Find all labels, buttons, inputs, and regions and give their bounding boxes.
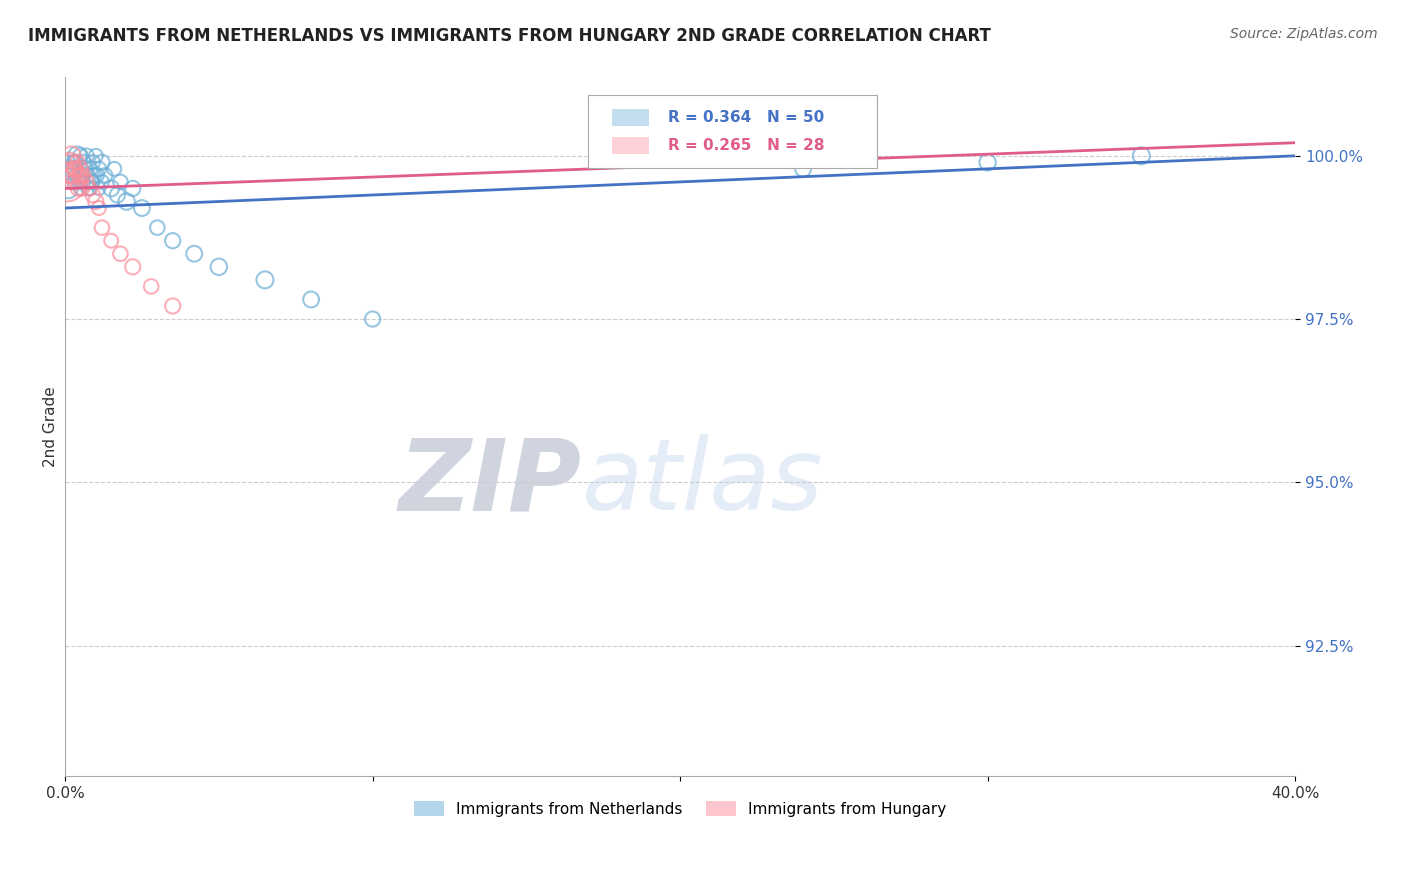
Point [299, 293, 322, 307]
Legend: Immigrants from Netherlands, Immigrants from Hungary: Immigrants from Netherlands, Immigrants … [406, 793, 955, 824]
Point [66, 155, 89, 169]
Point [82, 155, 104, 169]
Point [91, 155, 114, 169]
Point [110, 175, 132, 189]
Point [94, 169, 117, 183]
Point [121, 181, 143, 195]
Point [60, 175, 83, 189]
Point [87, 201, 110, 215]
Point [100, 181, 122, 195]
Point [100, 234, 122, 248]
Point [72, 175, 94, 189]
Point [162, 299, 184, 313]
Point [87, 181, 110, 195]
Point [63, 155, 86, 169]
Point [87, 161, 110, 176]
Point [141, 279, 163, 293]
Point [76, 175, 98, 189]
Point [84, 169, 107, 183]
Point [55, 175, 77, 189]
Point [67, 169, 90, 183]
Point [76, 169, 98, 183]
Point [83, 169, 105, 183]
Text: atlas: atlas [582, 434, 824, 532]
Point [121, 260, 143, 274]
Point [91, 175, 114, 189]
Point [63, 175, 86, 189]
Text: ZIP: ZIP [399, 434, 582, 532]
Point [80, 175, 103, 189]
Point [65, 155, 87, 169]
Text: Source: ZipAtlas.com: Source: ZipAtlas.com [1230, 27, 1378, 41]
Point [792, 161, 814, 176]
Point [69, 149, 91, 163]
Point [56, 181, 79, 195]
Point [103, 161, 125, 176]
Point [131, 201, 153, 215]
Point [72, 155, 94, 169]
Point [79, 161, 101, 176]
Point [66, 169, 89, 183]
Point [73, 161, 96, 176]
Point [63, 161, 86, 176]
Point [253, 273, 276, 287]
Point [70, 169, 93, 183]
Point [62, 161, 84, 176]
FancyBboxPatch shape [613, 109, 650, 126]
Point [70, 181, 93, 195]
Point [79, 181, 101, 195]
Point [66, 181, 89, 195]
Point [62, 169, 84, 183]
Point [69, 181, 91, 195]
Point [72, 169, 94, 183]
Point [82, 175, 104, 189]
Point [162, 234, 184, 248]
FancyBboxPatch shape [613, 136, 650, 153]
Point [115, 194, 138, 209]
Point [70, 169, 93, 183]
Point [76, 149, 98, 163]
Point [82, 188, 104, 202]
Point [60, 161, 83, 176]
Point [79, 181, 101, 195]
Point [77, 181, 100, 195]
Point [65, 175, 87, 189]
Point [105, 188, 128, 202]
Point [63, 161, 86, 176]
Point [66, 149, 89, 163]
FancyBboxPatch shape [588, 95, 877, 169]
Point [69, 161, 91, 176]
Point [1130, 149, 1153, 163]
Point [110, 246, 132, 260]
Text: IMMIGRANTS FROM NETHERLANDS VS IMMIGRANTS FROM HUNGARY 2ND GRADE CORRELATION CHA: IMMIGRANTS FROM NETHERLANDS VS IMMIGRANT… [28, 27, 991, 45]
Point [361, 312, 384, 326]
Point [976, 155, 998, 169]
Point [84, 194, 107, 209]
Point [84, 149, 107, 163]
Point [91, 220, 114, 235]
Point [69, 161, 91, 176]
Text: R = 0.265   N = 28: R = 0.265 N = 28 [668, 137, 824, 153]
Text: R = 0.364   N = 50: R = 0.364 N = 50 [668, 110, 824, 125]
Point [146, 220, 169, 235]
Point [208, 260, 231, 274]
Point [67, 175, 90, 189]
Point [59, 155, 82, 169]
Point [60, 149, 83, 163]
Y-axis label: 2nd Grade: 2nd Grade [44, 386, 58, 467]
Point [56, 161, 79, 176]
Point [183, 246, 205, 260]
Point [58, 169, 80, 183]
Point [59, 169, 82, 183]
